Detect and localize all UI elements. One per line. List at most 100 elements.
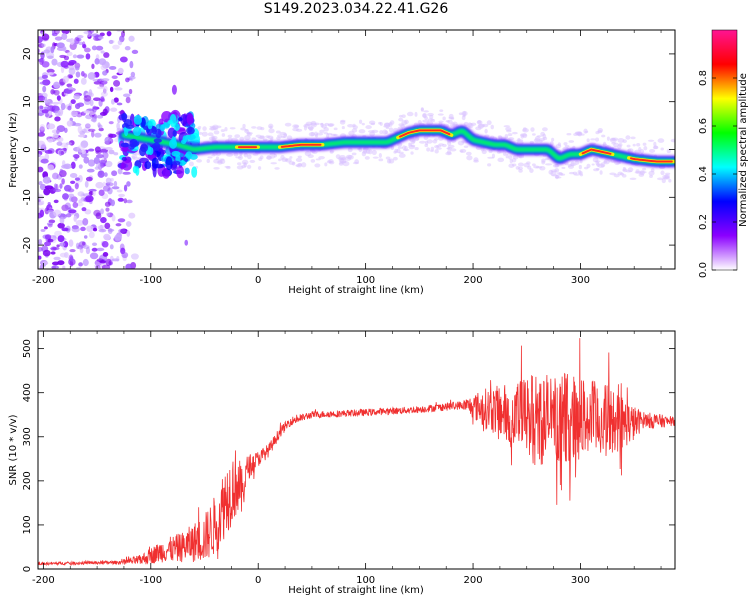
halo-dot — [429, 114, 434, 119]
halo-dot — [563, 142, 568, 146]
chaos-blob — [120, 142, 130, 148]
halo-dot — [393, 150, 397, 154]
noise-blob — [38, 238, 43, 245]
halo-dot — [314, 163, 321, 168]
noise-blob — [82, 193, 91, 197]
noise-blob — [95, 264, 101, 269]
noise-blob — [75, 103, 81, 110]
noise-blob — [42, 249, 51, 257]
chaos-blob — [172, 129, 177, 137]
halo-dot — [292, 124, 300, 129]
halo-dot — [539, 165, 546, 171]
halo-dot — [277, 134, 283, 138]
halo-dot — [554, 174, 559, 180]
halo-dot — [595, 160, 599, 166]
noise-blob — [92, 227, 98, 232]
y-tick-label: -10 — [22, 189, 33, 205]
chaos-blob — [189, 153, 198, 160]
halo-dot — [660, 170, 665, 176]
noise-blob — [46, 68, 55, 74]
halo-dot — [256, 126, 263, 130]
noise-blob — [75, 71, 81, 78]
halo-dot — [484, 128, 488, 134]
halo-dot — [625, 135, 631, 140]
snr-panel: -200 -100 0 100 200 300 0 100 200 300 400 500 Heig… — [8, 330, 676, 596]
noise-blob — [102, 252, 109, 257]
halo-dot — [566, 133, 572, 136]
chaos-blob — [129, 138, 138, 148]
halo-dot — [323, 127, 329, 132]
halo-dot — [621, 174, 627, 178]
halo-dot — [635, 169, 640, 174]
halo-dot — [506, 129, 512, 133]
halo-dot — [424, 143, 429, 148]
noise-blob — [107, 133, 114, 139]
y-tick-label: 0 — [22, 566, 33, 572]
halo-dot — [341, 156, 346, 160]
noise-blob — [106, 31, 112, 37]
halo-dot — [364, 156, 370, 160]
x-tick-label: 200 — [464, 575, 483, 586]
halo-dot — [549, 141, 554, 147]
halo-dot — [550, 170, 557, 176]
halo-dot — [237, 155, 243, 160]
halo-dot — [586, 138, 590, 143]
chaos-blob — [133, 114, 142, 125]
noise-blob — [74, 177, 81, 181]
halo-dot — [482, 123, 489, 128]
halo-dot — [241, 159, 249, 165]
noise-blob — [50, 136, 59, 142]
noise-blob — [77, 134, 86, 138]
halo-dot — [260, 135, 265, 138]
noise-blob — [109, 244, 114, 250]
halo-dot — [249, 159, 256, 163]
noise-blob — [62, 46, 67, 52]
noise-blob — [109, 65, 117, 70]
halo-dot — [392, 156, 398, 161]
halo-dot — [486, 120, 492, 126]
noise-blob — [39, 123, 46, 131]
halo-dot — [304, 150, 312, 157]
halo-dot — [632, 143, 636, 147]
halo-dot — [590, 138, 596, 141]
noise-blob — [88, 231, 95, 239]
halo-dot — [426, 147, 431, 152]
noise-blob — [87, 30, 94, 35]
noise-blob — [117, 67, 124, 75]
halo-dot — [358, 129, 366, 134]
halo-dot — [213, 167, 220, 170]
noise-blob — [94, 132, 102, 138]
noise-blob — [59, 252, 67, 258]
noise-blob — [53, 89, 60, 96]
noise-blob — [40, 158, 49, 164]
noise-blob — [117, 168, 123, 175]
noise-blob — [111, 98, 115, 105]
noise-blob — [39, 264, 44, 269]
noise-blob — [113, 180, 118, 188]
halo-dot — [588, 142, 596, 145]
noise-blob — [116, 102, 123, 106]
noise-blob — [39, 81, 48, 85]
halo-dot — [408, 137, 416, 142]
halo-dot — [430, 149, 434, 153]
noise-blob — [91, 45, 97, 51]
noise-blob — [116, 189, 123, 193]
halo-dot — [491, 153, 496, 159]
halo-dot — [310, 131, 315, 137]
noise-blob — [110, 199, 116, 207]
halo-dot — [595, 137, 600, 142]
halo-dot — [423, 110, 429, 113]
noise-blob — [111, 170, 118, 177]
halo-dot — [367, 149, 373, 155]
noise-blob — [52, 265, 56, 269]
noise-blob — [73, 40, 78, 47]
halo-dot — [311, 150, 318, 154]
halo-dot — [392, 127, 399, 133]
halo-dot — [224, 127, 228, 132]
chaos-blob — [191, 166, 198, 178]
noise-blob — [51, 261, 60, 266]
noise-blob — [68, 67, 76, 76]
noise-blob — [40, 200, 45, 205]
halo-dot — [505, 153, 509, 159]
halo-dot — [242, 123, 246, 129]
